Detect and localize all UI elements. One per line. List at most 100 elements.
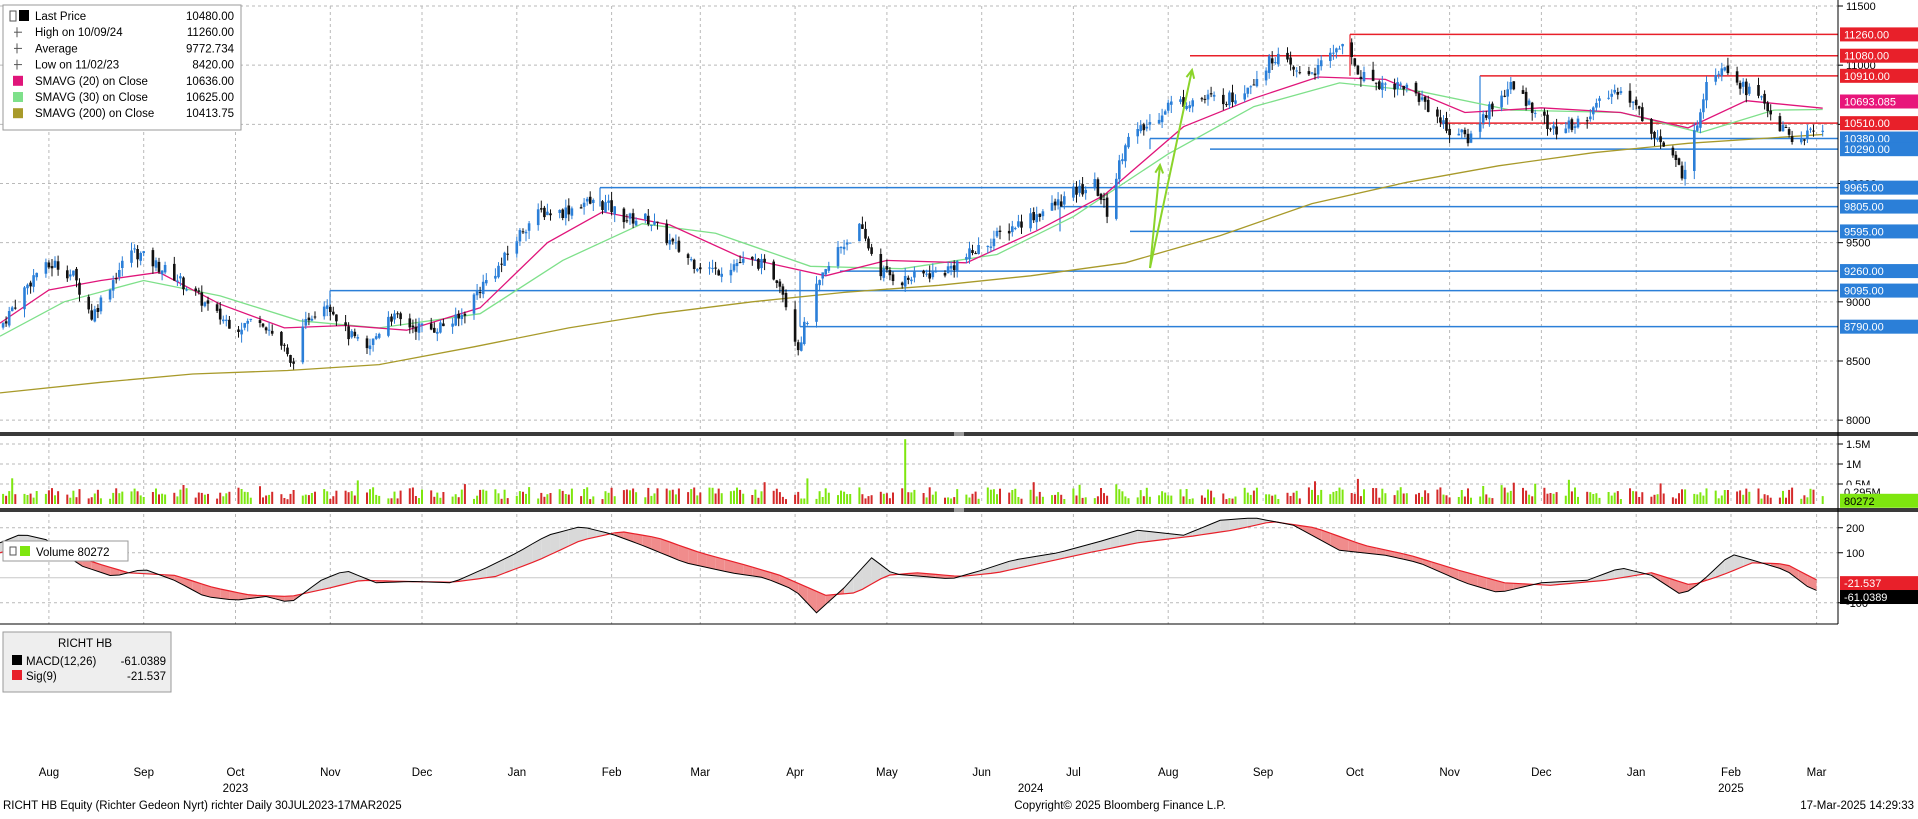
- candle-body: [179, 276, 182, 278]
- candle-body: [1084, 190, 1087, 193]
- candle-body: [760, 259, 763, 268]
- candle-body: [1510, 82, 1513, 90]
- volume-bar: [1085, 497, 1087, 504]
- volume-bar: [1504, 488, 1506, 504]
- candle-body: [1247, 88, 1250, 94]
- macd-legend-title: RICHT HB: [58, 638, 112, 650]
- candle-body: [451, 324, 454, 327]
- panel-grip: [954, 432, 964, 436]
- candle-body: [182, 278, 185, 290]
- volume-bar: [1742, 495, 1744, 504]
- volume-bar: [1183, 496, 1185, 504]
- volume-bar: [889, 498, 891, 504]
- candle-body: [198, 290, 201, 291]
- volume-bar: [1488, 498, 1490, 504]
- legend-label: SMAVG (200) on Close: [35, 108, 154, 120]
- candle-body: [1442, 120, 1445, 124]
- month-label: Dec: [1531, 767, 1552, 779]
- macd-fill: [651, 537, 660, 553]
- volume-bar: [712, 488, 714, 504]
- candle-body: [240, 330, 243, 335]
- volume-bar: [858, 487, 860, 504]
- volume-bar: [1357, 479, 1359, 504]
- volume-tick-label: 1M: [1846, 459, 1861, 471]
- price-level-label: 9965.00: [1844, 183, 1884, 195]
- candle-body: [1565, 129, 1568, 134]
- candle-body: [1011, 226, 1014, 232]
- volume-bar: [669, 490, 671, 504]
- volume-bar: [476, 496, 478, 504]
- volume-bar: [1693, 494, 1695, 504]
- price-tick-label: 8500: [1846, 356, 1870, 368]
- volume-bar: [1274, 495, 1276, 504]
- volume-bar: [1791, 488, 1793, 504]
- volume-bar: [394, 492, 396, 504]
- candle-body: [100, 298, 103, 312]
- candle-body: [485, 280, 488, 283]
- candle-body: [326, 305, 329, 309]
- volume-bar: [287, 499, 289, 504]
- candle-body: [1617, 92, 1620, 95]
- candle-body: [669, 240, 672, 244]
- volume-bar: [785, 499, 787, 504]
- volume-bar: [923, 493, 925, 504]
- volume-bar: [1051, 495, 1053, 504]
- candle-body: [647, 216, 650, 224]
- candle-body: [1158, 120, 1161, 124]
- candle-body: [925, 274, 928, 275]
- candle-body: [696, 269, 699, 271]
- volume-bar: [1595, 493, 1597, 504]
- candle-body: [1748, 87, 1751, 94]
- candle-body: [1393, 84, 1396, 90]
- volume-bar: [1406, 493, 1408, 504]
- volume-bar: [1470, 498, 1472, 504]
- volume-bar: [219, 493, 221, 504]
- volume-bar: [1657, 494, 1659, 504]
- candle-body: [815, 284, 818, 322]
- legend-value: 10480.00: [186, 11, 234, 23]
- candle-body: [1525, 92, 1528, 106]
- volume-bar: [115, 488, 117, 504]
- candle-body: [971, 250, 974, 253]
- volume-bar: [397, 498, 399, 504]
- legend-value: 9772.734: [186, 43, 235, 55]
- volume-bar: [100, 498, 102, 504]
- candle-body: [1185, 106, 1188, 109]
- candle-body: [580, 207, 583, 208]
- candle-body: [1402, 86, 1405, 90]
- volume-bar: [519, 491, 521, 504]
- candle-body: [849, 243, 852, 244]
- candle-body: [1656, 138, 1659, 140]
- volume-bar: [1715, 491, 1717, 504]
- volume-bar: [761, 491, 763, 504]
- volume-bar: [546, 494, 548, 504]
- candle-body: [837, 247, 840, 266]
- candle-body: [1399, 84, 1402, 85]
- volume-bar: [996, 494, 998, 504]
- candle-body: [1727, 66, 1730, 74]
- volume-bar: [822, 497, 824, 504]
- candle-body: [173, 264, 176, 281]
- price-level-label: 10290.00: [1844, 144, 1890, 156]
- candle-body: [1534, 113, 1537, 114]
- volume-bar: [1620, 499, 1622, 504]
- volume-bar: [1650, 497, 1652, 504]
- volume-bar: [1424, 490, 1426, 504]
- candle-body: [1029, 213, 1032, 228]
- volume-bar: [1543, 488, 1545, 504]
- volume-bar: [1678, 493, 1680, 504]
- sma20-path: [0, 77, 1823, 330]
- volume-bar: [1534, 484, 1536, 504]
- volume-bar: [1427, 493, 1429, 504]
- candle-body: [75, 269, 78, 281]
- price-level-label: 10910.00: [1844, 71, 1890, 83]
- candle-body: [1167, 103, 1170, 111]
- candle-body: [1201, 98, 1204, 99]
- candle-body: [880, 254, 883, 276]
- candle-body: [1445, 118, 1448, 131]
- volume-bar: [1143, 496, 1145, 504]
- candle-body: [479, 292, 482, 293]
- volume-bar: [1250, 495, 1252, 504]
- macd-fill: [1138, 530, 1147, 543]
- candle-body: [1210, 93, 1213, 94]
